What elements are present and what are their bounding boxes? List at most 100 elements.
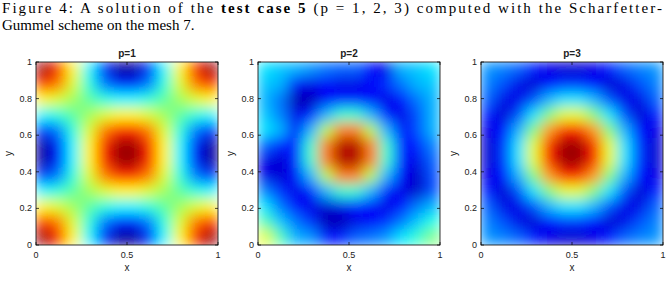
- cell: [556, 62, 572, 78]
- cell: [157, 123, 173, 139]
- y-axis-label: y: [3, 151, 14, 156]
- cell: [288, 107, 304, 123]
- cell: [81, 123, 97, 139]
- cell: [617, 214, 633, 230]
- cell: [172, 184, 188, 200]
- cell: [364, 138, 380, 154]
- cell: [424, 229, 440, 245]
- cell: [51, 123, 67, 139]
- cell: [587, 199, 603, 215]
- cell: [142, 107, 158, 123]
- cell: [541, 123, 557, 139]
- cell: [526, 214, 542, 230]
- cell: [66, 77, 82, 93]
- cell: [379, 138, 395, 154]
- cell: [51, 92, 67, 108]
- cell: [51, 138, 67, 154]
- cell: [318, 214, 334, 230]
- cell: [202, 107, 218, 123]
- cell: [273, 107, 289, 123]
- y-tick: [481, 208, 663, 209]
- y-tick: [36, 135, 218, 136]
- cell: [409, 62, 425, 78]
- cell: [617, 229, 633, 245]
- cell: [81, 153, 97, 169]
- cell: [602, 92, 618, 108]
- cell: [349, 62, 365, 78]
- cell: [526, 153, 542, 169]
- cell: [318, 123, 334, 139]
- y-tick: [36, 245, 218, 246]
- cell: [556, 184, 572, 200]
- cell: [587, 62, 603, 78]
- cell: [303, 229, 319, 245]
- x-tick: [440, 62, 441, 245]
- x-tick-label: 0: [33, 250, 38, 260]
- cell: [66, 168, 82, 184]
- x-tick: [349, 62, 350, 245]
- cell: [66, 184, 82, 200]
- cell: [36, 153, 52, 169]
- cell: [556, 107, 572, 123]
- cell: [172, 92, 188, 108]
- cell: [647, 138, 663, 154]
- cell: [572, 199, 588, 215]
- cell: [303, 168, 319, 184]
- caption-line: Gummel scheme on the mesh 7.: [2, 17, 194, 33]
- cell: [379, 184, 395, 200]
- cell: [288, 184, 304, 200]
- cell: [511, 138, 527, 154]
- cell: [481, 77, 497, 93]
- cell: [364, 199, 380, 215]
- cell: [394, 92, 410, 108]
- cell: [526, 123, 542, 139]
- cell: [333, 77, 349, 93]
- y-tick-label: 0.6: [464, 130, 477, 140]
- y-tick-label: 1: [249, 57, 254, 67]
- cell: [333, 153, 349, 169]
- cell: [409, 138, 425, 154]
- cell: [36, 168, 52, 184]
- cell: [273, 214, 289, 230]
- cell: [142, 138, 158, 154]
- cell: [541, 214, 557, 230]
- y-tick-label: 1: [27, 57, 32, 67]
- cell: [36, 184, 52, 200]
- cell: [142, 62, 158, 78]
- cell: [142, 153, 158, 169]
- cell: [258, 153, 274, 169]
- cell: [647, 214, 663, 230]
- cell: [587, 168, 603, 184]
- cell: [273, 153, 289, 169]
- cell: [111, 123, 127, 139]
- cell: [172, 77, 188, 93]
- cell: [96, 168, 112, 184]
- cell: [172, 107, 188, 123]
- cell: [587, 92, 603, 108]
- cell: [572, 168, 588, 184]
- cell: [127, 138, 143, 154]
- cell: [364, 62, 380, 78]
- cell: [602, 138, 618, 154]
- cell: [303, 123, 319, 139]
- cell: [142, 199, 158, 215]
- cell: [632, 199, 648, 215]
- cell: [202, 153, 218, 169]
- cell: [127, 107, 143, 123]
- cell: [394, 107, 410, 123]
- cell: [258, 62, 274, 78]
- cell: [481, 138, 497, 154]
- cell: [647, 184, 663, 200]
- y-tick: [258, 171, 440, 172]
- cell: [36, 107, 52, 123]
- cell: [394, 153, 410, 169]
- cell: [496, 168, 512, 184]
- cell: [424, 77, 440, 93]
- cell: [632, 107, 648, 123]
- cell: [647, 107, 663, 123]
- cell: [258, 184, 274, 200]
- caption-run: (p = 1, 2, 3) computed with the Scharfet…: [308, 0, 662, 17]
- cell: [36, 229, 52, 245]
- cell: [394, 77, 410, 93]
- cell: [157, 199, 173, 215]
